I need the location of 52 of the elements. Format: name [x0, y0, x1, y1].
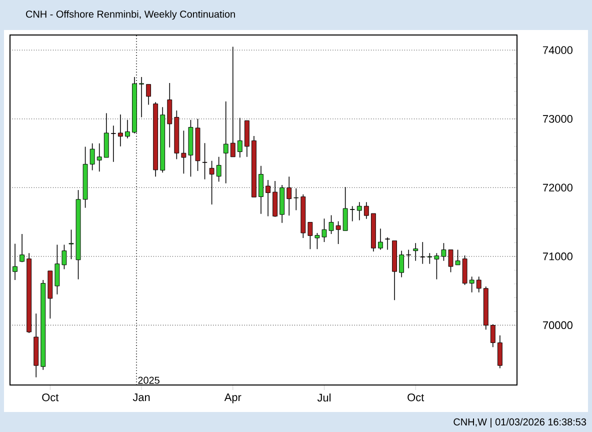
candlestick: [146, 84, 152, 106]
candlestick: [96, 142, 102, 172]
candlestick: [125, 120, 130, 139]
candlestick: [181, 130, 186, 174]
ref-line-label: 2025: [138, 376, 160, 384]
candlestick: [385, 236, 390, 250]
x-tick-label: Jan: [132, 394, 150, 402]
candlestick: [110, 125, 116, 162]
candlestick: [427, 252, 432, 264]
y-tick-label: 74000: [543, 46, 572, 54]
candlestick: [342, 186, 348, 232]
candlestick: [378, 228, 383, 250]
candlestick: [469, 276, 474, 293]
candlestick: [308, 222, 313, 250]
candlestick: [286, 176, 292, 216]
candlestick: [202, 142, 208, 180]
text: CNH,W | 01/03/2026 16:38:53: [454, 418, 586, 428]
x-tick-label: Oct: [42, 394, 59, 402]
candlestick: [497, 334, 502, 369]
candlestick: [230, 46, 236, 158]
x-tick-label: Jul: [317, 394, 331, 402]
candlestick: [294, 188, 299, 211]
y-tick-label: 70000: [543, 321, 572, 330]
candlestick: [420, 242, 426, 264]
x-tick-label: Oct: [408, 394, 424, 402]
candlestick: [476, 276, 482, 293]
candlestick: [62, 244, 67, 270]
candlestick: [406, 249, 412, 269]
candlestick: [364, 202, 369, 220]
chart-title: CNH - Offshore Renminbi, Weekly Continuation: [26, 10, 235, 20]
candlestick: [20, 234, 25, 263]
candlestick: [399, 250, 404, 278]
candlestick: [12, 243, 18, 280]
candlestick: [434, 252, 440, 280]
candlestick: [413, 242, 418, 262]
candlestick: [258, 165, 264, 214]
x-tick-label: Apr: [224, 394, 242, 404]
candlestick: [118, 114, 123, 147]
candlestick: [54, 244, 60, 295]
candlestick: [237, 118, 242, 158]
y-tick-label: 73000: [543, 115, 572, 123]
candlestick: [223, 101, 228, 184]
candlestick: [90, 142, 95, 171]
candlestick: [266, 180, 270, 217]
candlestick: [216, 156, 222, 182]
candlestick: [350, 206, 355, 222]
candlestick: [139, 76, 144, 118]
candlestick: [336, 220, 341, 244]
y-tick-label: 71000: [543, 252, 572, 260]
candlestick: [209, 160, 214, 205]
candlestick: [356, 202, 362, 221]
y-tick-label: 72000: [543, 184, 572, 192]
